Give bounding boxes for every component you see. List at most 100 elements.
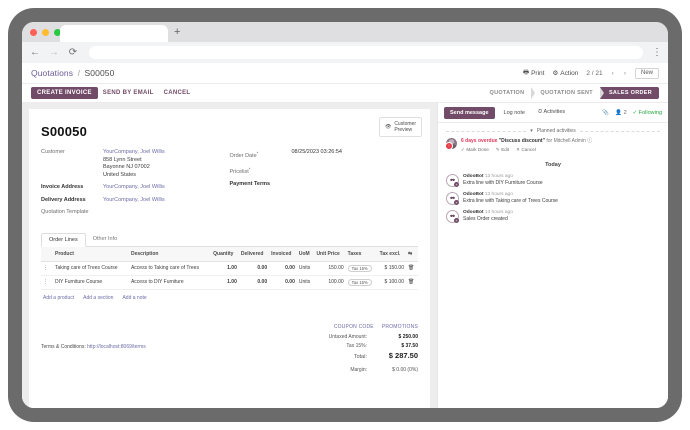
maximize-window-button[interactable] xyxy=(54,29,61,36)
cell-taxes[interactable]: Tax 15% xyxy=(345,261,378,276)
form-fields-left: Customer YourCompany, Joel Willis 858 Ly… xyxy=(41,149,230,221)
stage-quotation-sent[interactable]: QUOTATION SENT xyxy=(531,87,604,99)
window-traffic-lights xyxy=(30,29,61,36)
total-row-tax: Tax 15%: $ 37.50 xyxy=(286,343,418,349)
minimize-window-button[interactable] xyxy=(42,29,49,36)
followers-button[interactable]: 👤 2 xyxy=(615,110,626,116)
back-arrow-icon[interactable]: ← xyxy=(30,46,40,58)
col-description: Description xyxy=(128,247,212,262)
breadcrumb-current: S00050 xyxy=(84,68,115,78)
new-record-button[interactable]: New xyxy=(634,67,659,79)
clock-icon: ⏲ xyxy=(537,109,543,115)
forward-arrow-icon[interactable]: → xyxy=(49,46,59,58)
browser-tab[interactable] xyxy=(60,25,168,42)
trash-icon[interactable]: 🗑 xyxy=(406,261,418,276)
mark-done-button[interactable]: ✓ Mark Done xyxy=(461,147,489,153)
cell-unit-price[interactable]: 150.00 xyxy=(314,261,346,276)
chatter-meta: 📎 👤 2 ✓ Following xyxy=(602,110,662,116)
mark-done-label: Mark Done xyxy=(466,147,489,152)
cell-quantity[interactable]: 1.00 xyxy=(211,261,239,276)
avatar-face xyxy=(449,195,456,202)
cell-description[interactable]: Access to DIY Furniture xyxy=(128,275,212,290)
cell-taxes[interactable]: Tax 15% xyxy=(345,275,378,290)
edit-activity-button[interactable]: ✎ Edit xyxy=(496,147,509,153)
url-input[interactable] xyxy=(89,46,643,59)
pager-prev-icon[interactable]: ‹ xyxy=(611,69,614,77)
activity-for-label: for xyxy=(546,138,553,144)
cell-invoiced[interactable]: 0.00 xyxy=(269,275,297,290)
breadcrumb-root[interactable]: Quotations xyxy=(31,68,74,78)
avatar-face xyxy=(449,177,456,184)
action-button[interactable]: ⚙ Action xyxy=(552,69,578,78)
log-note-button[interactable]: Log note xyxy=(503,109,525,116)
planned-activities-label: Planned activities xyxy=(536,128,576,134)
device-frame: + ← → ⟳ ⋮ Quotations / S00050 🖶 xyxy=(8,8,682,422)
drag-handle-icon[interactable]: ⋮ xyxy=(41,261,53,276)
cell-product[interactable]: DIY Furniture Course xyxy=(53,275,129,290)
times-icon: ✕ xyxy=(516,146,520,152)
pager-next-icon[interactable]: › xyxy=(623,69,626,77)
table-row[interactable]: ⋮ DIY Furniture Course Access to DIY Fur… xyxy=(41,275,418,290)
promotions-link[interactable]: PROMOTIONS xyxy=(381,324,418,330)
drag-handle-icon[interactable]: ⋮ xyxy=(41,275,53,290)
col-uom: UoM xyxy=(296,247,315,262)
customer-preview-button[interactable]: 👁 Customer Preview xyxy=(378,117,422,137)
create-invoice-button[interactable]: CREATE INVOICE xyxy=(31,87,98,99)
trash-icon[interactable]: 🗑 xyxy=(406,275,418,290)
table-row[interactable]: ⋮ Taking care of Trees Course Access to … xyxy=(41,261,418,276)
user-icon: 👤 xyxy=(615,109,623,116)
stage-quotation[interactable]: QUOTATION xyxy=(480,87,536,99)
field-value-order-date[interactable]: 08/25/2023 03:26:54 xyxy=(291,149,342,155)
cancel-activity-button[interactable]: ✕ Cancel xyxy=(516,147,536,153)
notebook-tabs: Order Lines Other Info xyxy=(41,233,418,247)
message-text: Extra line with Taking care of Trees Cou… xyxy=(463,198,558,204)
coupon-code-link[interactable]: COUPON CODE xyxy=(333,324,374,330)
tax-value: $ 37.50 xyxy=(401,342,418,349)
kebab-menu-icon[interactable]: ⋮ xyxy=(652,47,662,58)
order-lines-body: ⋮ Taking care of Trees Course Access to … xyxy=(41,261,418,290)
total-row-margin: Margin: $ 0.00 (0%) xyxy=(286,367,418,373)
pencil-icon: ✎ xyxy=(495,146,500,152)
col-delivered: Delivered xyxy=(238,247,270,262)
reload-icon[interactable]: ⟳ xyxy=(68,46,78,58)
paperclip-icon[interactable]: 📎 xyxy=(602,109,610,116)
print-button[interactable]: 🖶 Print xyxy=(523,68,545,79)
cell-invoiced[interactable]: 0.00 xyxy=(269,261,297,276)
field-delivery-address: Delivery Address YourCompany, Joel Willi… xyxy=(41,197,230,205)
add-a-product-link[interactable]: Add a product xyxy=(43,295,75,301)
total-row-untaxed: Untaxed Amount: $ 250.00 xyxy=(286,334,418,340)
terms-link[interactable]: http://localhost:8069/terms xyxy=(87,344,146,350)
add-a-note-link[interactable]: Add a note xyxy=(122,295,147,301)
cell-product[interactable]: Taking care of Trees Course xyxy=(53,261,129,276)
cell-uom[interactable]: Units xyxy=(296,261,315,276)
send-by-email-button[interactable]: SEND BY EMAIL xyxy=(102,90,154,96)
odoobot-avatar: + xyxy=(446,174,459,187)
field-value-invoice-address[interactable]: YourCompany, Joel Willis xyxy=(103,184,165,190)
info-icon[interactable]: ⓘ xyxy=(587,138,593,144)
cell-delivered[interactable]: 0.00 xyxy=(238,275,270,290)
tab-other-info[interactable]: Other Info xyxy=(92,236,118,242)
stage-sales-order[interactable]: SALES ORDER xyxy=(599,87,659,99)
record-and-chatter: 👁 Customer Preview S00050 Customer YourC… xyxy=(22,103,668,408)
cell-unit-price[interactable]: 100.00 xyxy=(314,275,346,290)
activities-button[interactable]: ⏲ Activities xyxy=(534,106,569,119)
field-value-delivery-address[interactable]: YourCompany, Joel Willis xyxy=(103,196,165,203)
cell-description[interactable]: Access to Taking care of Trees xyxy=(128,261,212,276)
column-settings-icon[interactable]: ⇆ xyxy=(406,247,418,262)
cell-delivered[interactable]: 0.00 xyxy=(238,261,270,276)
cancel-button[interactable]: CANCEL xyxy=(163,90,191,96)
check-icon: ✓ xyxy=(461,146,465,152)
avatar-face xyxy=(449,213,456,220)
close-window-button[interactable] xyxy=(30,29,37,36)
new-tab-button[interactable]: + xyxy=(174,26,181,38)
send-message-button[interactable]: Send message xyxy=(444,106,495,119)
field-label-order-date: Order Date• xyxy=(230,149,292,160)
cell-quantity[interactable]: 1.00 xyxy=(211,275,239,290)
add-a-section-link[interactable]: Add a section xyxy=(83,295,114,301)
tab-order-lines[interactable]: Order Lines xyxy=(41,233,86,247)
caret-down-icon[interactable]: ▾ xyxy=(530,128,533,134)
field-value-customer[interactable]: YourCompany, Joel Willis 858 Lynn Street… xyxy=(103,149,165,179)
following-toggle[interactable]: ✓ Following xyxy=(633,110,662,116)
chatter-pane: Send message Log note ⏲ Activities 📎 👤 2 xyxy=(437,103,668,408)
cell-uom[interactable]: Units xyxy=(296,275,315,290)
